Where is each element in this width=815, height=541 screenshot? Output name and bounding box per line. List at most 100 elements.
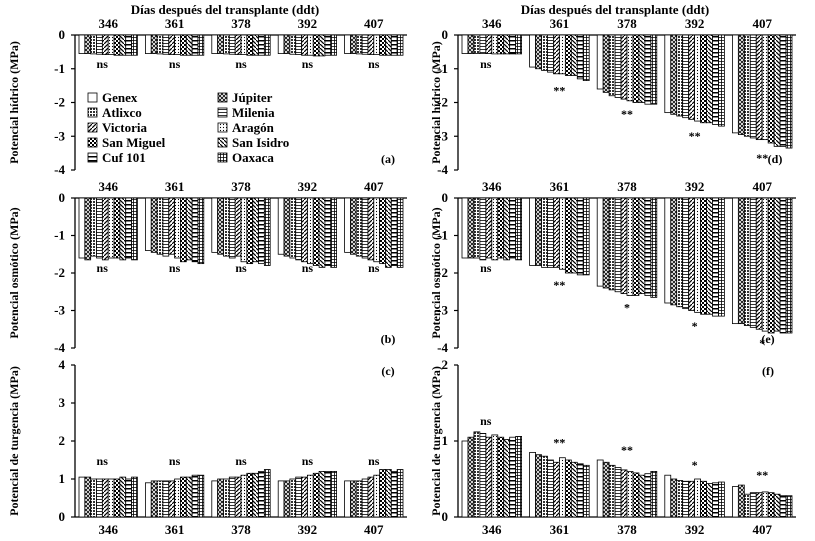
bar	[497, 197, 505, 259]
bar	[732, 197, 739, 325]
y-tick-label: 1	[59, 471, 66, 486]
bar	[614, 197, 622, 293]
bar	[191, 197, 199, 263]
bar	[559, 197, 566, 270]
y-tick-label: -2	[437, 265, 448, 280]
category-label: 392	[685, 179, 705, 194]
bar	[174, 34, 181, 55]
bar	[355, 197, 363, 257]
bar	[547, 459, 554, 518]
bar	[670, 197, 678, 306]
bar	[509, 34, 517, 55]
bar	[150, 480, 158, 518]
bar	[767, 492, 775, 518]
bar	[620, 34, 628, 100]
bar	[473, 34, 481, 54]
bar	[632, 197, 640, 296]
category-label: 407	[364, 522, 384, 537]
y-tick-label: -4	[437, 162, 448, 177]
legend-label: San Miguel	[102, 135, 166, 150]
bar	[185, 476, 193, 518]
bar	[582, 34, 590, 81]
bar	[263, 197, 271, 266]
bar	[515, 34, 523, 55]
bar	[773, 34, 781, 147]
significance-label: ns	[97, 57, 109, 71]
bar	[608, 464, 616, 518]
y-tick-label: 0	[442, 509, 449, 524]
panel-label: (b)	[381, 332, 396, 346]
bar	[283, 34, 291, 54]
y-tick-label: -1	[437, 61, 448, 76]
bar	[211, 480, 219, 518]
bar	[700, 197, 707, 315]
bar	[676, 480, 684, 518]
bar	[676, 34, 684, 117]
bar	[131, 197, 138, 261]
bar	[150, 197, 158, 253]
bar	[306, 34, 314, 56]
bar	[318, 197, 326, 268]
bar	[113, 197, 121, 259]
bar	[632, 34, 640, 103]
significance-label: **	[621, 443, 633, 457]
category-label: 392	[298, 179, 318, 194]
bar	[263, 469, 271, 518]
bar	[509, 436, 517, 518]
bar	[228, 34, 236, 55]
bar	[582, 197, 590, 276]
bar	[367, 197, 375, 261]
bar	[670, 34, 678, 115]
bar	[479, 34, 487, 54]
bar	[497, 436, 505, 518]
bar	[258, 34, 265, 56]
bar	[515, 197, 523, 261]
bar	[485, 197, 493, 259]
bar	[162, 480, 170, 518]
bar	[664, 34, 672, 114]
bar	[379, 197, 386, 265]
significance-label: ns	[368, 261, 380, 275]
bar	[84, 476, 92, 518]
bar	[743, 493, 751, 518]
bar	[234, 197, 242, 257]
significance-label: ns	[235, 57, 247, 71]
significance-label: ns	[480, 57, 492, 71]
chart-panel-2: 0 -1 -2 -3 -4 Potencial osmótico (MPa) 346 ns 36…	[7, 179, 407, 355]
bar	[185, 34, 193, 56]
bar	[749, 492, 757, 518]
panel-label: (e)	[761, 332, 774, 346]
y-tick-label: 0	[442, 190, 449, 205]
significance-label: ns	[302, 57, 314, 71]
y-axis-label: Potencial osmótico (MPa)	[429, 207, 443, 338]
bar	[350, 480, 357, 518]
category-label: 346	[482, 16, 502, 31]
bar	[373, 197, 381, 263]
bar	[390, 34, 398, 56]
bar	[217, 478, 224, 518]
bar	[361, 478, 369, 518]
bar	[174, 478, 181, 518]
legend-label: San Isidro	[232, 135, 289, 150]
bar	[602, 34, 610, 93]
bar	[168, 480, 175, 518]
bar	[258, 470, 265, 518]
y-tick-label: 0	[59, 509, 66, 524]
bar	[185, 197, 193, 261]
y-tick-label: -2	[54, 265, 65, 280]
category-label: 346	[482, 179, 502, 194]
bar	[559, 457, 566, 518]
bar	[479, 432, 487, 518]
category-label: 361	[165, 179, 185, 194]
bar	[706, 483, 713, 518]
legend-swatch	[217, 107, 228, 118]
bar	[626, 470, 634, 518]
bar	[390, 470, 398, 518]
y-axis-label: Potencial de turgencia (MPa)	[429, 366, 443, 516]
significance-label: **	[553, 278, 565, 292]
category-label: 392	[298, 16, 318, 31]
bar	[289, 34, 297, 55]
y-tick-label: -2	[54, 95, 65, 110]
bar	[602, 461, 610, 518]
